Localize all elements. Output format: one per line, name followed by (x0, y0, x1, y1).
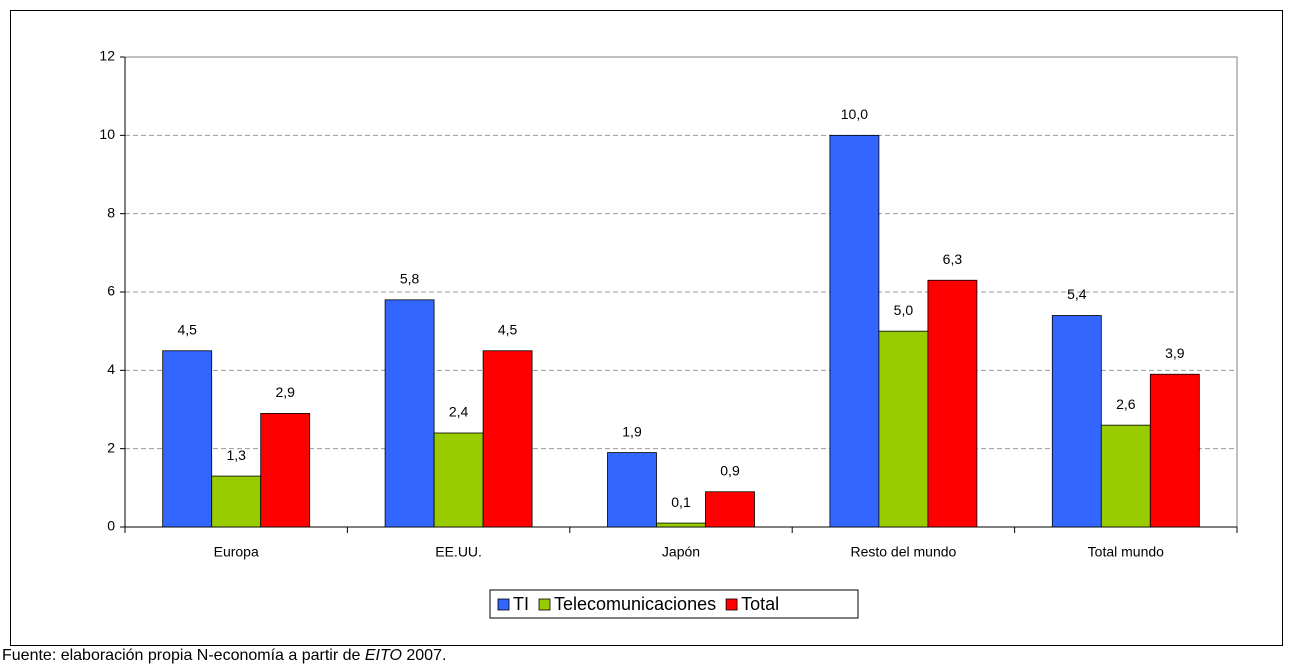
bar (607, 452, 657, 528)
bar (162, 350, 213, 528)
value-label: 4,5 (498, 321, 518, 337)
source-italic: EITO (364, 647, 402, 664)
legend-box (489, 589, 859, 619)
value-label: 5,8 (400, 271, 420, 287)
y-tick-label: 12 (99, 48, 115, 64)
bar (1051, 315, 1102, 528)
value-label: 2,4 (449, 404, 469, 420)
x-tick-label: Resto del mundo (850, 544, 956, 560)
value-label: 3,9 (1165, 345, 1185, 361)
bar (211, 475, 262, 528)
legend-label: Total (741, 594, 779, 614)
x-tick-label: EE.UU. (435, 544, 482, 560)
chart-frame (10, 10, 1283, 646)
x-tick-label: Japón (662, 544, 700, 560)
y-tick-label: 2 (107, 439, 115, 455)
bar (433, 432, 484, 528)
value-label: 0,1 (671, 494, 691, 510)
value-label: 1,9 (622, 423, 642, 439)
y-tick-label: 10 (99, 126, 115, 142)
value-label: 5,4 (1067, 286, 1087, 302)
y-tick-label: 4 (107, 361, 115, 377)
legend-swatch (538, 598, 551, 611)
bar (482, 350, 533, 528)
x-tick-label: Total mundo (1088, 544, 1164, 560)
bar (1149, 373, 1200, 528)
bar (829, 134, 880, 528)
legend-label: TI (513, 594, 529, 614)
legend-label: Telecomunicaciones (554, 594, 716, 614)
bar (384, 299, 435, 528)
legend-swatch (725, 598, 738, 611)
legend-swatch (497, 598, 510, 611)
bar (1100, 424, 1151, 528)
value-label: 2,9 (275, 384, 295, 400)
bar (705, 491, 755, 528)
bar (927, 279, 978, 528)
y-tick-label: 0 (107, 518, 115, 534)
value-label: 1,3 (226, 447, 246, 463)
source-text: 2007. (401, 647, 447, 664)
y-tick-label: 6 (107, 283, 115, 299)
y-tick-label: 8 (107, 204, 115, 220)
bar (878, 330, 929, 528)
value-label: 10,0 (841, 106, 868, 122)
bar (656, 522, 706, 528)
value-label: 6,3 (943, 251, 963, 267)
source-text: Fuente: elaboración propia N-economía a … (2, 647, 365, 664)
bar (260, 413, 311, 528)
source-note: Fuente: elaboración propia N-economía a … (2, 647, 446, 664)
value-label: 0,9 (720, 462, 740, 478)
x-tick-label: Europa (214, 544, 259, 560)
value-label: 4,5 (177, 321, 197, 337)
value-label: 2,6 (1116, 396, 1136, 412)
value-label: 5,0 (894, 302, 914, 318)
